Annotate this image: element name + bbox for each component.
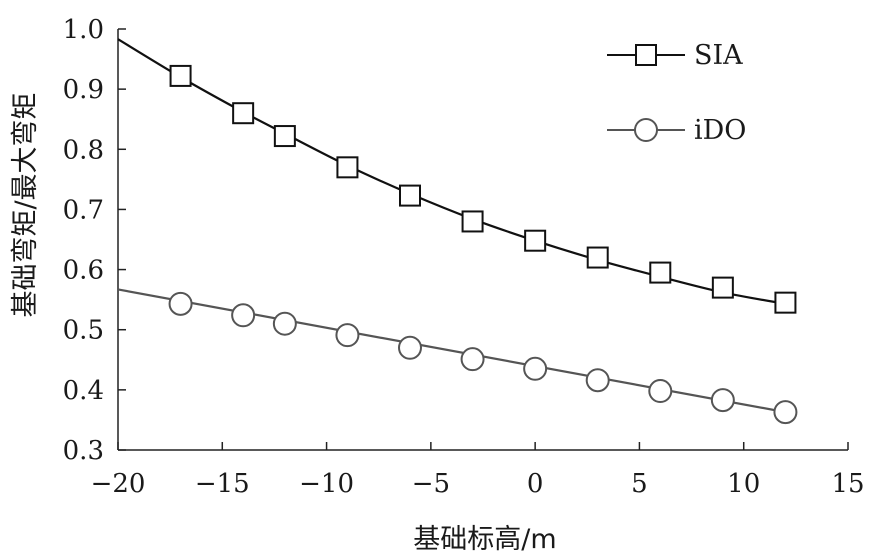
legend-label-ido: iDO: [694, 115, 746, 146]
data-point-ido: [460, 347, 485, 372]
data-point-ido: [335, 323, 360, 348]
data-point-ido: [398, 335, 422, 360]
data-point-ido: [272, 311, 297, 336]
legend-label-sia: SIA: [694, 40, 743, 71]
data-point-sia: [399, 184, 421, 207]
y-tick-label: 0.9: [63, 75, 104, 105]
data-point-sia: [586, 246, 609, 269]
data-point-sia: [774, 291, 797, 314]
y-tick-label: 0.7: [63, 195, 104, 225]
x-tick-label: −5: [412, 469, 450, 499]
x-axis-title: 基础标高/m: [413, 524, 556, 555]
data-point-ido: [773, 400, 798, 425]
series-sia: [117, 38, 797, 314]
data-point-sia: [336, 156, 359, 179]
y-tick-label: 0.5: [63, 316, 104, 346]
y-tick-label: 0.6: [63, 256, 104, 286]
tick-layer: −20 −15 −10 −5 0 5 10 15 0.3 0.4 0.5 0.6 0.7 0.8 0.9 1.…: [63, 15, 865, 499]
data-point-ido: [168, 291, 193, 316]
data-point-sia: [232, 102, 255, 125]
x-tick-label: 5: [631, 469, 648, 499]
y-tick-label: 0.4: [63, 376, 104, 406]
series-line-sia: [117, 38, 786, 305]
x-tick-label: −15: [195, 469, 250, 499]
legend-marker-sia: [635, 44, 657, 66]
x-tick-label: −10: [299, 469, 354, 499]
x-tick-label: −20: [91, 469, 146, 499]
data-point-ido: [648, 379, 673, 404]
data-point-sia: [524, 229, 547, 252]
data-point-sia: [711, 276, 734, 299]
data-point-sia: [273, 125, 296, 148]
y-tick-label: 1.0: [63, 15, 104, 45]
y-tick-label: 0.3: [63, 436, 104, 466]
x-tick-label: 0: [527, 469, 544, 499]
data-point-ido: [231, 303, 256, 328]
data-point-sia: [169, 64, 192, 87]
x-tick-label: 15: [831, 469, 864, 499]
y-tick-label: 0.8: [63, 135, 104, 165]
data-point-ido: [523, 356, 548, 381]
legend: SIA iDO: [607, 40, 746, 146]
data-point-ido: [585, 368, 610, 393]
x-tick-label: 10: [727, 469, 760, 499]
y-axis-title: 基础弯矩/最大弯矩: [10, 92, 41, 317]
data-point-sia: [649, 261, 672, 284]
plot-area: [117, 29, 848, 451]
series-ido: [117, 288, 798, 425]
legend-marker-ido: [634, 118, 658, 142]
data-point-sia: [461, 210, 484, 233]
series-line-ido: [117, 288, 786, 414]
data-point-ido: [710, 388, 735, 413]
series-layer: [117, 38, 798, 425]
